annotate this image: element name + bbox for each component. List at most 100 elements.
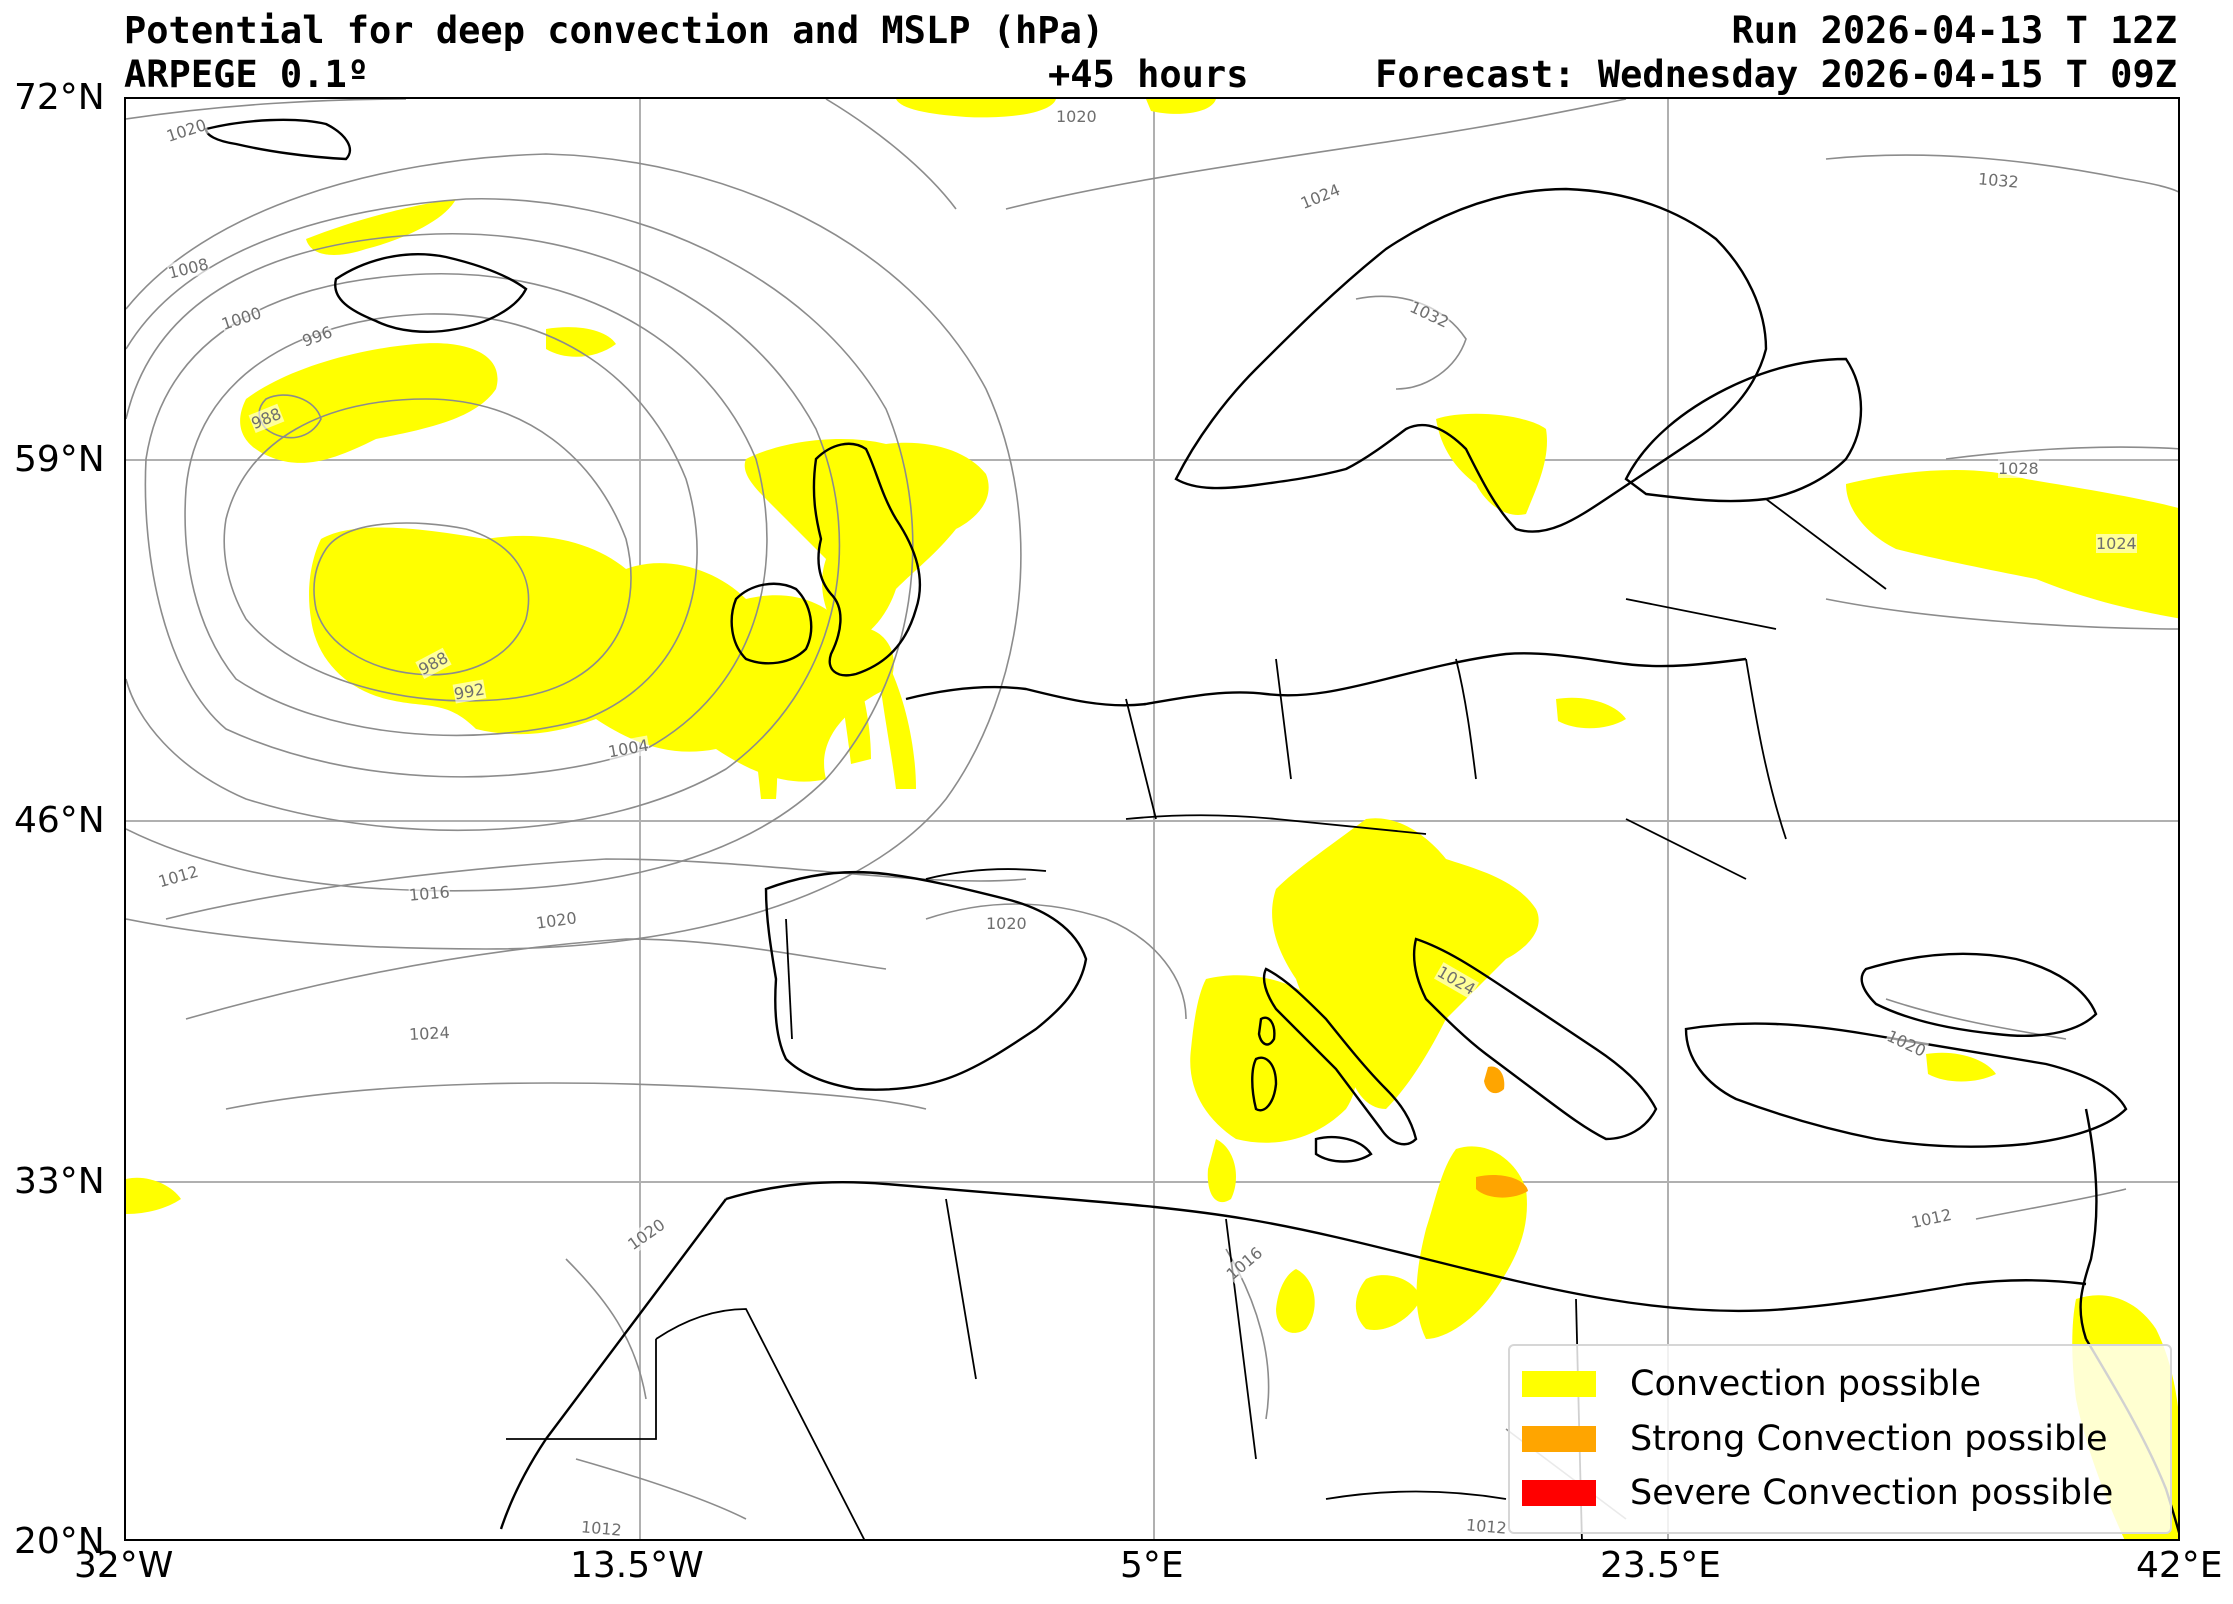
isobar-1016 <box>165 858 1027 920</box>
isobar-1024-north <box>1005 99 1627 210</box>
isobar-label: 1012 <box>1465 1515 1508 1538</box>
convection-area-norway-top <box>896 99 1056 118</box>
coast-iceland <box>334 253 528 334</box>
strong-convection-libya-sea <box>1476 1174 1528 1198</box>
isobar-1004 <box>126 232 841 831</box>
coast-sicily <box>1314 1135 1373 1163</box>
coast-black-sea <box>1860 952 2098 1037</box>
isobar-1032-east <box>1825 154 2178 193</box>
border-belarus <box>1625 598 1777 630</box>
lat-tick-33N: 33°N <box>14 1161 105 1202</box>
convection-area-russia <box>1846 469 2178 619</box>
lat-tick-59N: 59°N <box>14 439 105 480</box>
convection-area-greenland-sea <box>306 199 456 255</box>
lat-tick-46N: 46°N <box>14 800 105 841</box>
convection-area-arctic-patch <box>1146 99 1216 114</box>
lon-tick-32W: 32°W <box>74 1545 174 1586</box>
border-spain-portugal <box>785 918 793 1040</box>
map-title: Potential for deep convection and MSLP (… <box>124 9 1105 52</box>
lat-tick-72N: 72°N <box>14 77 105 118</box>
legend-item-severe-convection: Severe Convection possible <box>1522 1473 2113 1513</box>
isobar-1020-med <box>925 903 1187 1020</box>
border-germany-poland <box>1275 658 1292 780</box>
isobar-label: 1020 <box>986 914 1027 933</box>
strong-convection-ionian <box>1484 1066 1505 1094</box>
isobar-992 <box>223 398 632 702</box>
convection-area-central-med <box>1416 1146 1527 1339</box>
coast-north-africa <box>725 1180 2087 1313</box>
graticule <box>126 99 2178 1539</box>
isobar-1020-morocco <box>565 1258 647 1400</box>
border-mauritania <box>655 1308 865 1539</box>
convection-area-tyrrhenian <box>1190 975 1357 1143</box>
forecast-time: Forecast: Wednesday 2026-04-15 T 09Z <box>1375 53 2177 96</box>
model-name: ARPEGE 0.1º <box>124 53 370 96</box>
coast-europe-mainland <box>905 652 1747 707</box>
coast-ireland <box>730 582 813 665</box>
coast-corsica <box>1257 1016 1276 1046</box>
convection-area-biscay-streaks-2 <box>836 639 871 764</box>
border-niger <box>1325 1490 1507 1500</box>
map-canvas <box>126 99 2178 1539</box>
coast-balkans <box>1412 937 1658 1141</box>
legend-swatch-severe-convection <box>1522 1480 1596 1506</box>
isobar-1024-russia <box>1825 598 2178 630</box>
isobar-label: 1012 <box>580 1517 623 1540</box>
isobar-1024 <box>225 1082 927 1110</box>
border-ukraine-russia <box>1745 658 1787 840</box>
isobar-1008 <box>126 198 914 892</box>
convection-area-iceland-south <box>546 327 616 357</box>
isobar-label: 1024 <box>2096 534 2137 553</box>
convection-area-british-isles <box>744 439 989 644</box>
coast-italy <box>1262 967 1418 1146</box>
coastlines <box>204 118 2178 1534</box>
map-panel: 1020 1020 1024 1032 1008 1000 996 988 1032 988 992… <box>124 97 2180 1541</box>
convection-area-north-sea-patch <box>1556 697 1626 729</box>
isobar-1020-arctic <box>126 99 407 120</box>
isobar-label: 1020 <box>1056 107 1097 126</box>
coast-sardinia <box>1251 1056 1278 1112</box>
border-france-germany <box>1125 698 1157 820</box>
isobar-label: 1028 <box>1998 459 2039 478</box>
isobar-1028-russia <box>1945 446 2178 460</box>
coast-levant <box>2079 1108 2098 1340</box>
convection-area-atlantic-low <box>309 527 894 782</box>
convection-area-sweden <box>1436 413 1547 515</box>
legend-swatch-strong-convection <box>1522 1426 1596 1452</box>
coast-morocco-west <box>499 1198 727 1530</box>
isobar-1020-north <box>825 99 957 210</box>
isobar-1012 <box>126 153 1022 950</box>
isobar-1000 <box>144 272 768 778</box>
isobars <box>126 99 2178 1520</box>
border-morocco-algeria <box>945 1198 977 1380</box>
run-time: Run 2026-04-13 T 12Z <box>1731 9 2177 52</box>
legend-item-strong-convection: Strong Convection possible <box>1522 1419 2108 1459</box>
convection-area-iberia-nw <box>878 659 916 789</box>
coast-turkey <box>1684 1022 2128 1148</box>
lon-tick-23-5E: 23.5°E <box>1600 1545 1721 1586</box>
coast-great-britain <box>812 442 922 677</box>
border-russia-baltic <box>1765 498 1887 590</box>
lat-tick-20N: 20°N <box>14 1521 105 1562</box>
lon-tick-42E: 42°E <box>2136 1545 2223 1586</box>
strong-convection-areas <box>1476 1066 1528 1198</box>
border-algeria-libya <box>1225 1218 1257 1460</box>
legend-item-convection: Convection possible <box>1522 1364 1981 1404</box>
legend-label-severe-convection: Severe Convection possible <box>1630 1473 2114 1513</box>
convection-area-north-africa-coast <box>1207 1139 1236 1203</box>
coast-iberia <box>764 870 1088 1091</box>
convection-area-libya <box>1355 1275 1421 1330</box>
legend-label-strong-convection: Strong Convection possible <box>1630 1419 2108 1459</box>
legend-swatch-convection <box>1522 1371 1596 1397</box>
isobar-label: 1024 <box>408 1022 451 1045</box>
lon-tick-13-5W: 13.5°W <box>570 1545 704 1586</box>
border-alps <box>1125 814 1427 835</box>
isobar-label: 1016 <box>408 882 451 905</box>
coast-greenland-tip <box>204 118 352 161</box>
isobar-1012-levant <box>1975 1188 2127 1220</box>
legend-label-convection: Convection possible <box>1630 1364 1981 1404</box>
coast-finland <box>1624 357 1863 503</box>
isobar-988-center <box>313 522 530 676</box>
border-western-sahara <box>506 1339 657 1440</box>
border-spain-france <box>925 868 1047 880</box>
